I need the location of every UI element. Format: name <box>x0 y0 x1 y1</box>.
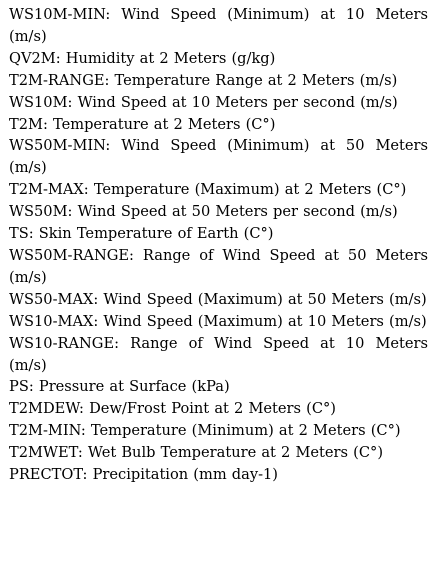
definition-ws10-range: WS10-RANGE: Range of Wind Speed at 10 Me… <box>9 334 428 374</box>
definition-ts: TS: Skin Temperature of Earth (C°) <box>9 225 274 243</box>
definition-ws10m-min: WS10M-MIN: Wind Speed (Minimum) at 10 Me… <box>9 6 428 45</box>
definition-ws50m-range: WS50M-RANGE: Range of Wind Speed at 50 M… <box>9 246 428 286</box>
definition-t2m-range: T2M-RANGE: Temperature Range at 2 Meters… <box>9 71 398 89</box>
definition-ws10-max: WS10-MAX: Wind Speed (Maximum) at 10 Met… <box>9 312 427 330</box>
definition-t2m-min: T2M-MIN: Temperature (Minimum) at 2 Mete… <box>9 422 401 440</box>
definition-ps: PS: Pressure at Surface (kPa) <box>9 378 230 396</box>
definition-qv2m: QV2M: Humidity at 2 Meters (g/kg) <box>9 49 276 67</box>
definition-ws10m: WS10M: Wind Speed at 10 Meters per secon… <box>9 93 398 111</box>
definition-prectot: PRECTOT: Precipitation (mm day-1) <box>9 466 279 484</box>
definition-ws50-max: WS50-MAX: Wind Speed (Maximum) at 50 Met… <box>9 290 427 308</box>
definition-t2m-max: T2M-MAX: Temperature (Maximum) at 2 Mete… <box>9 181 407 199</box>
definition-ws50m: WS50M: Wind Speed at 50 Meters per secon… <box>9 203 398 221</box>
definition-t2mdew: T2MDEW: Dew/Frost Point at 2 Meters (C°) <box>9 400 336 418</box>
definition-ws50m-min: WS50M-MIN: Wind Speed (Minimum) at 50 Me… <box>9 137 428 177</box>
definition-t2m: T2M: Temperature at 2 Meters (C°) <box>9 115 276 133</box>
definition-t2mwet: T2MWET: Wet Bulb Temperature at 2 Meters… <box>9 444 384 462</box>
